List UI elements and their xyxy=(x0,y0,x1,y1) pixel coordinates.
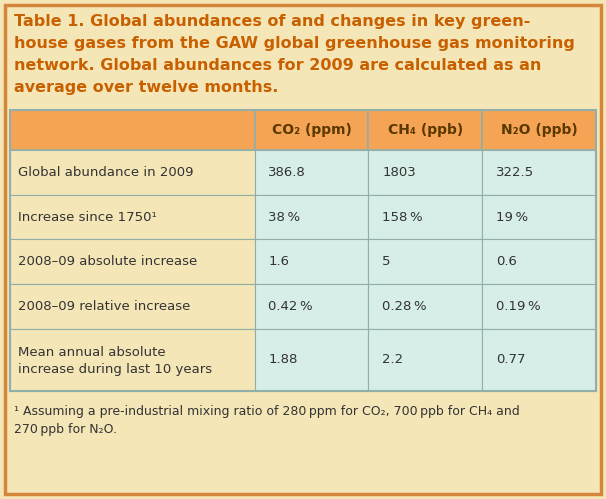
Text: 0.77: 0.77 xyxy=(496,353,525,366)
Text: CO₂ (ppm): CO₂ (ppm) xyxy=(271,123,351,137)
Text: 0.6: 0.6 xyxy=(496,255,517,268)
Text: 38 %: 38 % xyxy=(268,211,301,224)
Text: Increase since 1750¹: Increase since 1750¹ xyxy=(18,211,157,224)
Text: Global abundance in 2009: Global abundance in 2009 xyxy=(18,166,193,179)
Text: Table 1. Global abundances of and changes in key green-: Table 1. Global abundances of and change… xyxy=(14,14,530,29)
Text: 1.6: 1.6 xyxy=(268,255,289,268)
Text: 158 %: 158 % xyxy=(382,211,423,224)
Text: N₂O (ppb): N₂O (ppb) xyxy=(501,123,578,137)
Text: house gases from the GAW global greenhouse gas monitoring: house gases from the GAW global greenhou… xyxy=(14,36,575,51)
Text: average over twelve months.: average over twelve months. xyxy=(14,80,278,95)
Text: 322.5: 322.5 xyxy=(496,166,534,179)
Text: CH₄ (ppb): CH₄ (ppb) xyxy=(388,123,463,137)
Text: 0.28 %: 0.28 % xyxy=(382,300,427,313)
Text: 386.8: 386.8 xyxy=(268,166,306,179)
Text: 2008–09 relative increase: 2008–09 relative increase xyxy=(18,300,190,313)
Text: increase during last 10 years: increase during last 10 years xyxy=(18,363,212,376)
Text: network. Global abundances for 2009 are calculated as an: network. Global abundances for 2009 are … xyxy=(14,58,541,73)
Text: ¹ Assuming a pre-industrial mixing ratio of 280 ppm for CO₂, 700 ppb for CH₄ and: ¹ Assuming a pre-industrial mixing ratio… xyxy=(14,405,520,436)
Text: 2.2: 2.2 xyxy=(382,353,403,366)
Text: 1.88: 1.88 xyxy=(268,353,298,366)
Text: 5: 5 xyxy=(382,255,391,268)
Text: Mean annual absolute: Mean annual absolute xyxy=(18,346,165,359)
Text: 0.42 %: 0.42 % xyxy=(268,300,313,313)
Text: 2008–09 absolute increase: 2008–09 absolute increase xyxy=(18,255,197,268)
Text: 19 %: 19 % xyxy=(496,211,528,224)
Text: 1803: 1803 xyxy=(382,166,416,179)
Text: 0.19 %: 0.19 % xyxy=(496,300,541,313)
